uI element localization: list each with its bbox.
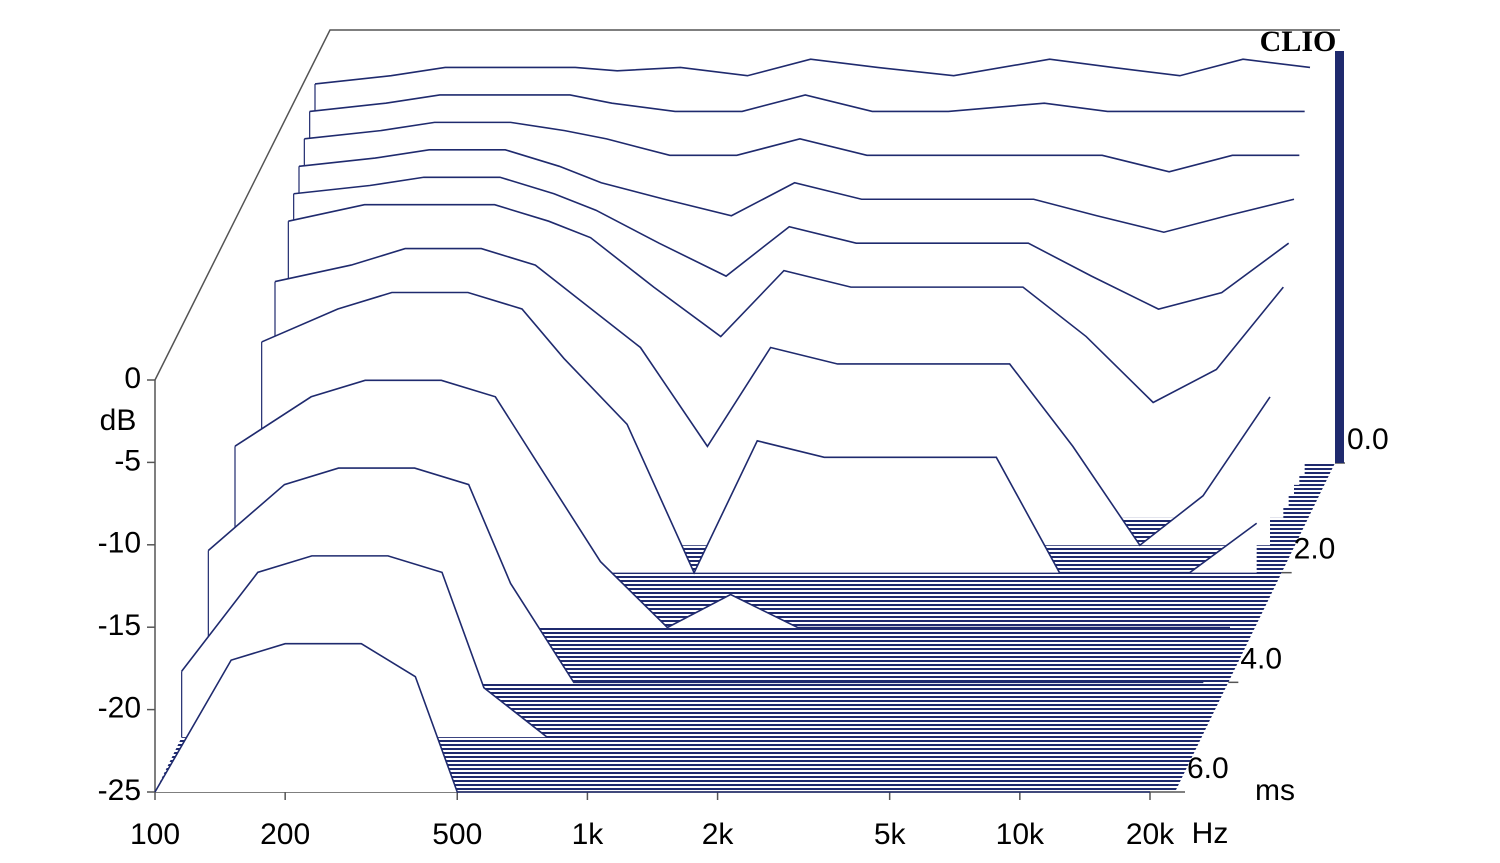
y-tick-label: -5 <box>114 444 141 477</box>
x-tick-label: 2k <box>702 818 735 851</box>
slice-line <box>274 247 1271 547</box>
x-tick-label: 5k <box>874 818 907 851</box>
slice-line <box>298 149 1295 234</box>
slice-fill <box>155 643 1150 792</box>
slice-line <box>154 642 1150 793</box>
z-tick-label: 0.0 <box>1347 423 1389 456</box>
y-tick-label: -10 <box>98 527 141 560</box>
slice-line <box>304 121 1300 173</box>
z-tick-label: 6.0 <box>1187 752 1229 785</box>
y-tick-label: -25 <box>98 774 141 807</box>
x-tick-label: 200 <box>260 818 310 851</box>
slice-line <box>261 291 1258 575</box>
x-tick-label: 100 <box>130 818 180 851</box>
y-tick-label: -20 <box>98 692 141 725</box>
x-axis-label: Hz <box>1192 817 1229 850</box>
x-tick-label: 20k <box>1126 818 1175 851</box>
x-tick-label: 500 <box>432 818 482 851</box>
slice-line <box>234 379 1230 629</box>
z-axis-label: ms <box>1255 774 1295 807</box>
slice-line <box>309 94 1305 113</box>
slice-line <box>207 467 1204 684</box>
frame-edge <box>154 29 1340 381</box>
y-tick-label: -15 <box>98 609 141 642</box>
back-bar <box>1335 51 1344 463</box>
slice-fill <box>181 555 1177 738</box>
z-tick-label: 2.0 <box>1294 533 1336 566</box>
slice-line <box>293 176 1290 310</box>
slice-line <box>181 555 1177 738</box>
x-tick-label: 10k <box>996 818 1045 851</box>
brand: CLIO <box>1260 25 1337 58</box>
y-axis-label: dB <box>100 404 137 437</box>
slice-line <box>288 203 1284 404</box>
slice-line <box>314 58 1311 85</box>
y-tick-label: 0 <box>124 362 141 395</box>
x-tick-label: 1k <box>572 818 605 851</box>
z-tick-label: 4.0 <box>1240 642 1282 675</box>
